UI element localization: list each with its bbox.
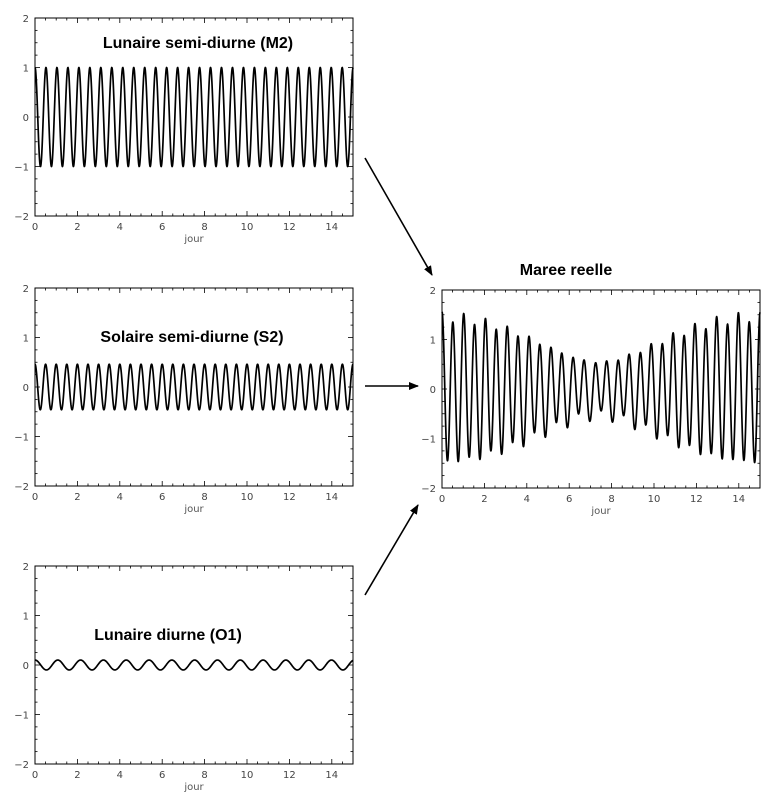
plot-frame — [34, 287, 354, 487]
y-tick-label: 1 — [23, 334, 29, 345]
x-tick-label: 12 — [690, 494, 703, 505]
series-line-0 — [34, 66, 354, 168]
y-tick-label: −2 — [421, 484, 436, 495]
plot-frame — [441, 289, 761, 489]
x-tick-label: 8 — [201, 492, 207, 503]
x-tick-label: 8 — [608, 494, 614, 505]
y-tick-label: 2 — [23, 562, 29, 573]
series-line-0 — [34, 659, 354, 671]
y-tick-label: 1 — [430, 336, 436, 347]
x-tick-label: 8 — [201, 770, 207, 781]
x-tick-label: 6 — [566, 494, 572, 505]
x-tick-label: 2 — [481, 494, 487, 505]
chart-title: Maree reelle — [520, 262, 613, 279]
x-tick-label: 12 — [283, 492, 296, 503]
x-tick-label: 4 — [524, 494, 530, 505]
x-tick-label: 12 — [283, 770, 296, 781]
y-tick-label: −2 — [14, 482, 29, 493]
x-tick-label: 4 — [117, 492, 123, 503]
x-tick-label: 14 — [325, 492, 338, 503]
x-tick-label: 4 — [117, 770, 123, 781]
x-tick-label: 0 — [32, 222, 38, 233]
x-tick-label: 4 — [117, 222, 123, 233]
arrow-o1 — [364, 504, 419, 596]
x-tick-label: 0 — [439, 494, 445, 505]
x-axis-label: jour — [590, 506, 611, 517]
y-tick-label: 2 — [430, 286, 436, 297]
y-tick-label: 2 — [23, 284, 29, 295]
y-tick-label: 1 — [23, 64, 29, 75]
plot-frame — [34, 565, 354, 765]
x-axis-label: jour — [183, 782, 204, 793]
x-tick-label: 12 — [283, 222, 296, 233]
y-tick-label: 2 — [23, 14, 29, 25]
y-tick-label: −1 — [14, 433, 29, 444]
series-line-0 — [441, 311, 761, 464]
x-tick-label: 0 — [32, 492, 38, 503]
chart-title: Solaire semi-diurne (S2) — [100, 329, 283, 346]
chart-title: Lunaire semi-diurne (M2) — [103, 35, 293, 52]
x-tick-label: 10 — [648, 494, 661, 505]
x-tick-label: 8 — [201, 222, 207, 233]
y-tick-label: −2 — [14, 212, 29, 223]
x-tick-label: 10 — [241, 770, 254, 781]
x-axis-label: jour — [183, 504, 204, 515]
x-tick-label: 6 — [159, 770, 165, 781]
x-tick-label: 10 — [241, 222, 254, 233]
y-tick-label: −2 — [14, 760, 29, 771]
y-tick-label: 0 — [430, 385, 436, 396]
y-tick-label: −1 — [421, 435, 436, 446]
flow-arrows — [364, 157, 433, 596]
x-axis-label: jour — [183, 234, 204, 245]
x-tick-label: 2 — [74, 222, 80, 233]
arrow-m2 — [364, 157, 433, 276]
x-tick-label: 14 — [325, 222, 338, 233]
x-tick-label: 14 — [732, 494, 745, 505]
x-tick-label: 6 — [159, 492, 165, 503]
chart-title: Lunaire diurne (O1) — [94, 627, 242, 644]
x-tick-label: 6 — [159, 222, 165, 233]
series-line-0 — [34, 363, 354, 411]
y-tick-label: 0 — [23, 383, 29, 394]
x-tick-label: 2 — [74, 492, 80, 503]
x-tick-label: 0 — [32, 770, 38, 781]
x-tick-label: 2 — [74, 770, 80, 781]
y-tick-label: −1 — [14, 163, 29, 174]
y-tick-label: 1 — [23, 612, 29, 623]
y-tick-label: 0 — [23, 661, 29, 672]
x-tick-label: 14 — [325, 770, 338, 781]
x-tick-label: 10 — [241, 492, 254, 503]
y-tick-label: 0 — [23, 113, 29, 124]
y-tick-label: −1 — [14, 711, 29, 722]
